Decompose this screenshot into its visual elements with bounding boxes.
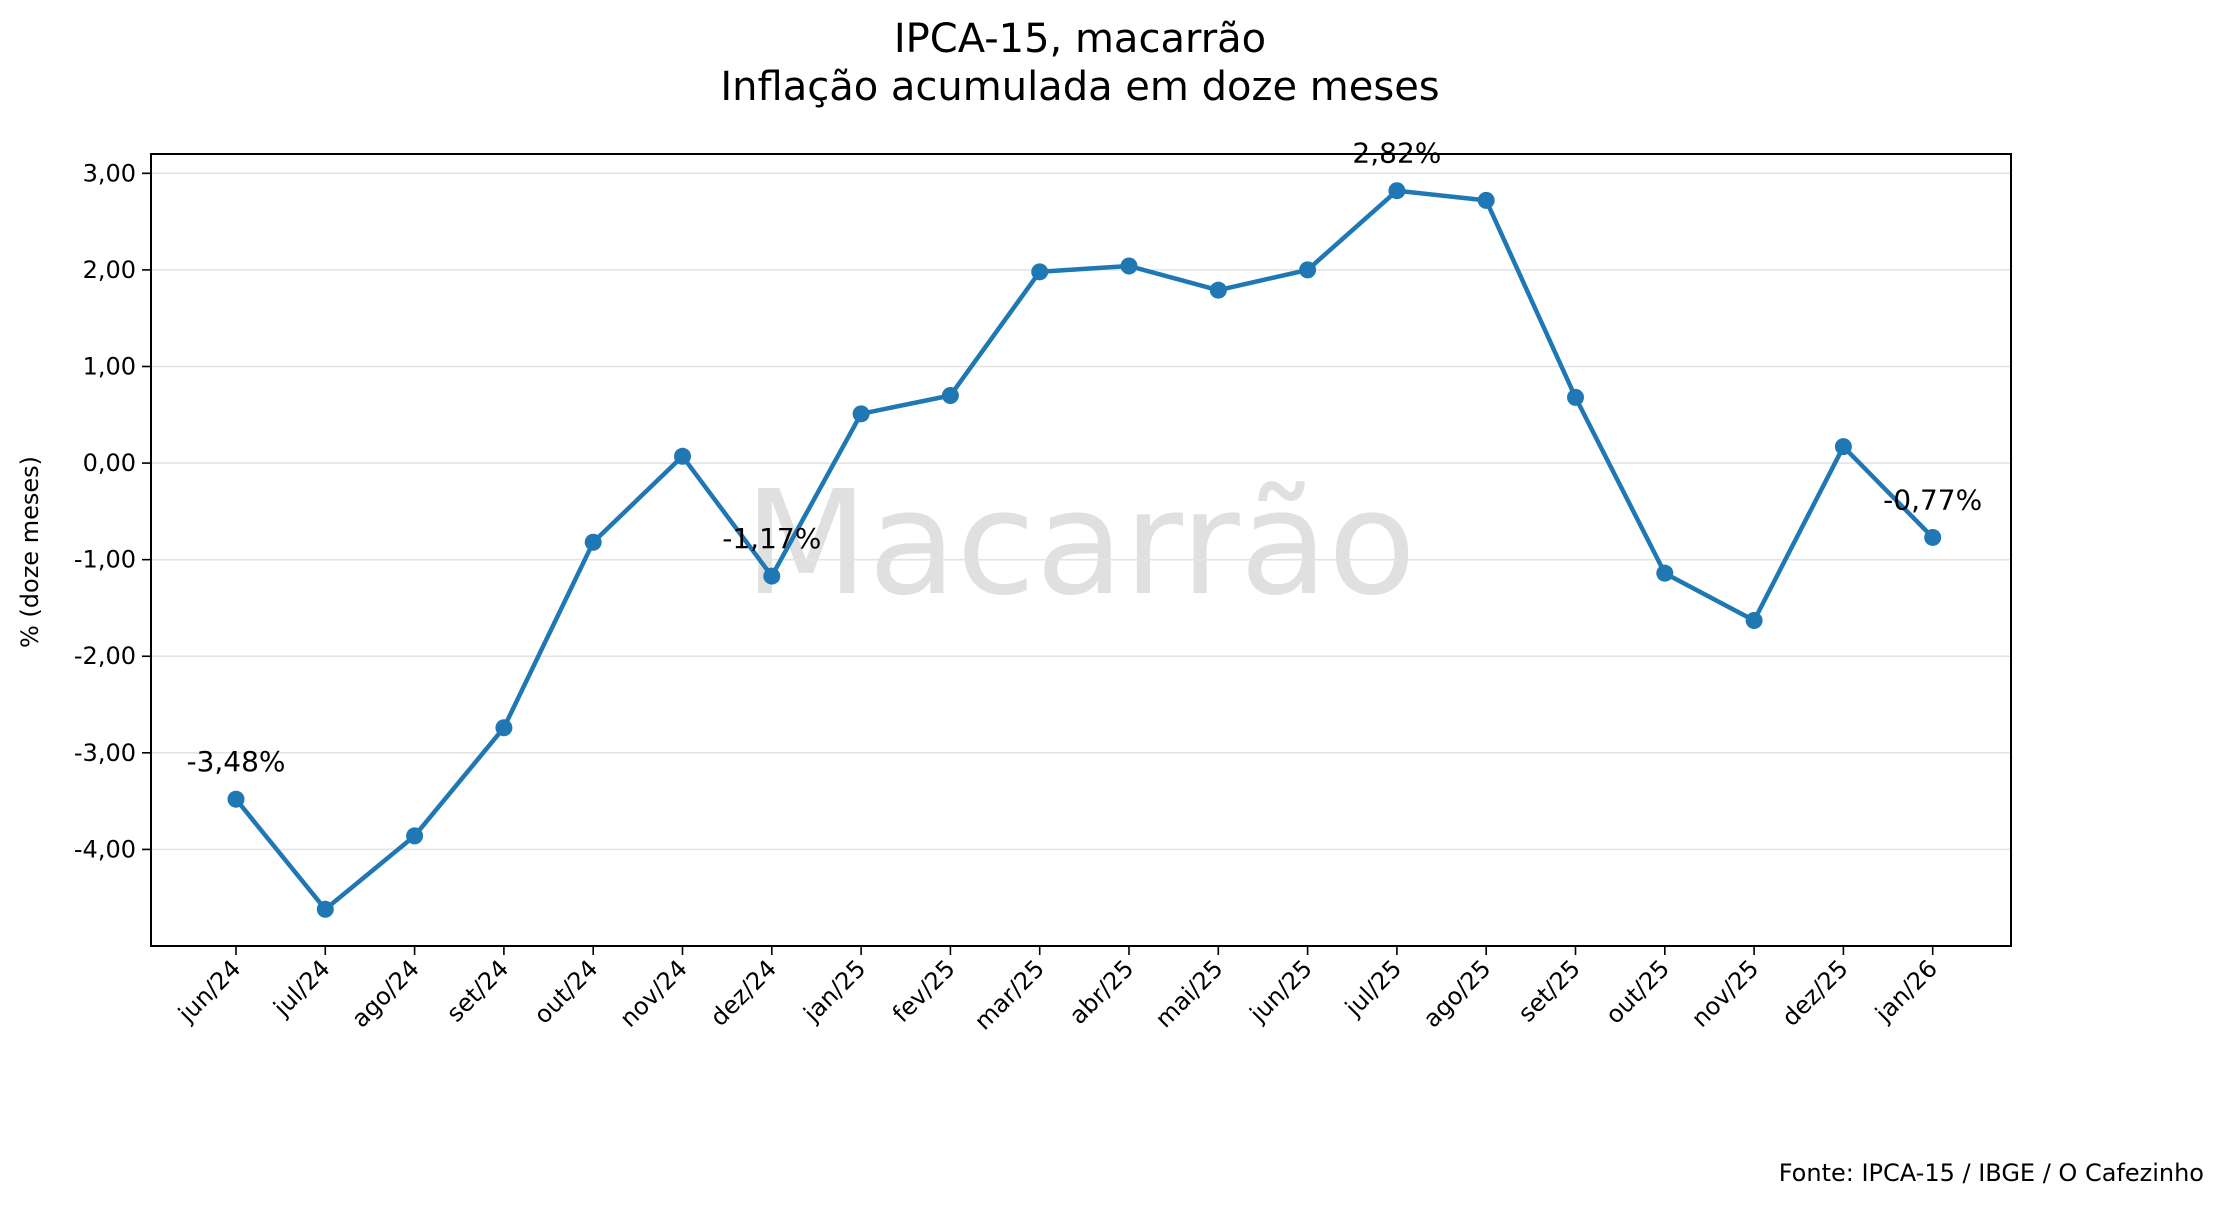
x-axis-ticks: jun/24 jul/24 ago/24 set/24 out/24 nov/24 dez/…	[172, 946, 1943, 1035]
plot-frame	[150, 153, 2012, 947]
data-point	[674, 447, 691, 465]
data-point	[1924, 528, 1942, 546]
y-tick-label: 1,00	[83, 352, 136, 380]
x-tick-label: jul/24	[268, 954, 336, 1022]
x-tick-label: mai/25	[1150, 954, 1229, 1033]
data-point	[1388, 182, 1406, 200]
data-point	[1299, 261, 1317, 279]
y-tick-label: 0,00	[83, 449, 136, 477]
data-label: -0,77%	[1883, 483, 1982, 516]
x-tick-label: set/25	[1513, 954, 1586, 1027]
data-point	[1209, 281, 1227, 299]
y-tick-label: -1,00	[74, 546, 136, 574]
x-tick-label: jun/25	[1244, 954, 1318, 1028]
data-label: -3,48%	[186, 745, 285, 778]
x-tick-label: jan/25	[798, 954, 872, 1028]
chart-subtitle: Inflação acumulada em doze meses	[720, 64, 1439, 110]
x-tick-label: out/24	[529, 954, 604, 1029]
x-tick-label: ago/24	[346, 954, 425, 1033]
y-tick-label: -2,00	[74, 642, 136, 670]
data-point	[852, 405, 870, 423]
x-tick-label: ago/25	[1418, 954, 1497, 1033]
data-point	[1567, 388, 1584, 406]
y-axis-label: % (doze meses)	[16, 456, 44, 648]
y-tick-label: 2,00	[83, 256, 136, 284]
data-point	[227, 790, 245, 808]
annotations: -3,48%-1,17%2,82%-0,77%	[186, 137, 1982, 778]
watermark: Macarrão	[744, 459, 1416, 627]
data-point	[406, 827, 424, 845]
x-tick-label: out/25	[1600, 954, 1675, 1029]
data-point	[1477, 191, 1495, 209]
y-tick-label: -4,00	[74, 835, 136, 863]
x-tick-label: jul/25	[1339, 954, 1407, 1022]
x-tick-label: mar/25	[969, 954, 1050, 1035]
data-point	[1031, 263, 1049, 281]
y-tick-label: -3,00	[74, 739, 136, 767]
y-tick-label: 3,00	[83, 159, 136, 187]
chart-title: IPCA-15, macarrão	[894, 16, 1266, 62]
data-point	[1745, 612, 1763, 630]
x-tick-label: jan/26	[1869, 954, 1943, 1028]
series-line	[234, 188, 1935, 912]
y-axis-ticks: 3,00 2,00 1,00 0,00 -1,00 -2,00 -3,00 -4,00	[74, 159, 151, 863]
data-point	[316, 900, 334, 918]
data-point	[1656, 564, 1674, 582]
data-point	[584, 533, 602, 551]
x-tick-label: fev/25	[887, 954, 961, 1028]
data-point	[1120, 257, 1138, 275]
data-point	[763, 567, 781, 585]
data-point	[495, 719, 513, 737]
data-label: -1,17%	[722, 522, 821, 555]
x-tick-label: nov/24	[614, 954, 692, 1032]
data-point	[941, 386, 959, 404]
x-tick-label: nov/25	[1686, 954, 1764, 1032]
x-tick-label: set/24	[441, 954, 514, 1027]
data-point	[1834, 438, 1852, 456]
x-tick-label: jun/24	[172, 954, 246, 1028]
x-tick-label: dez/24	[705, 954, 782, 1031]
grid-lines	[151, 172, 2011, 851]
series-line-group	[227, 182, 1942, 918]
source-note: Fonte: IPCA-15 / IBGE / O Cafezinho	[1779, 1159, 2204, 1187]
x-tick-label: abr/25	[1064, 954, 1139, 1029]
x-tick-label: dez/25	[1776, 954, 1853, 1031]
